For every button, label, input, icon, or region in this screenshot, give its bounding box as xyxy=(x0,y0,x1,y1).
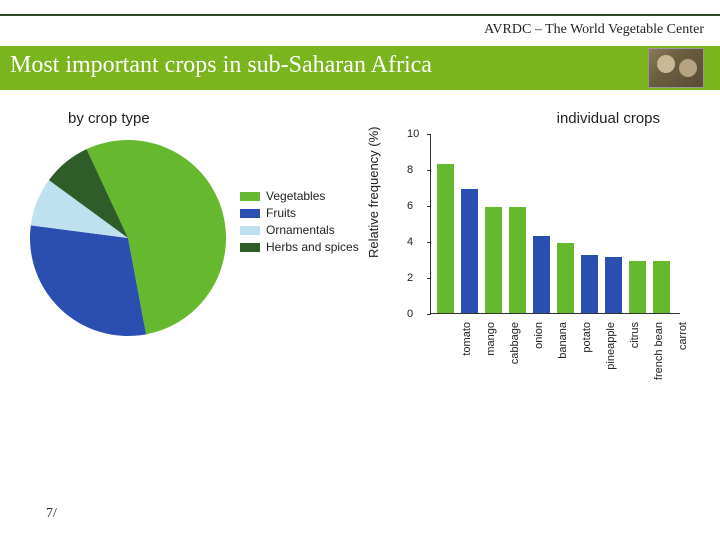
legend-row: Fruits xyxy=(240,205,359,222)
bar xyxy=(509,207,526,313)
bar-xlabel: cabbage xyxy=(509,322,521,382)
bar-xlabel: french bean xyxy=(653,322,665,382)
bar xyxy=(461,189,478,313)
legend-label: Herbs and spices xyxy=(266,239,359,256)
bar-ytick-label: 2 xyxy=(407,272,413,284)
header-org: AVRDC – The World Vegetable Center xyxy=(484,22,704,38)
bar-xlabel: banana xyxy=(557,322,569,382)
legend-swatch xyxy=(240,243,260,252)
bar-ytick-label: 6 xyxy=(407,200,413,212)
legend-row: Ornamentals xyxy=(240,222,359,239)
bar xyxy=(605,257,622,313)
slide-title: Most important crops in sub-Saharan Afri… xyxy=(10,52,432,79)
title-photo xyxy=(648,48,704,88)
bar-xlabel: tomato xyxy=(461,322,473,382)
bar-ytick-mark xyxy=(427,314,431,315)
bar-ytick-label: 0 xyxy=(407,308,413,320)
bar xyxy=(557,243,574,313)
bar-ytick-mark xyxy=(427,134,431,135)
bar-chart: Relative frequency (%) 0246810tomatomang… xyxy=(400,128,690,388)
bar-xlabel: carrot xyxy=(677,322,689,382)
bar-xlabel: mango xyxy=(485,322,497,382)
legend-swatch xyxy=(240,192,260,201)
bar-ytick-label: 8 xyxy=(407,164,413,176)
bar-title: individual crops xyxy=(557,110,660,127)
bar-plot: 0246810tomatomangocabbageonionbananapota… xyxy=(430,134,680,314)
legend-label: Vegetables xyxy=(266,188,325,205)
chart-area: by crop type individual crops Vegetables… xyxy=(30,110,690,420)
bar-ytick-mark xyxy=(427,242,431,243)
page-number: 7/ xyxy=(46,506,57,522)
pie-chart xyxy=(30,140,226,336)
legend-label: Fruits xyxy=(266,205,296,222)
bar xyxy=(629,261,646,313)
bar-xlabel: potato xyxy=(581,322,593,382)
bar xyxy=(485,207,502,313)
bar-ytick-mark xyxy=(427,206,431,207)
pie-legend: VegetablesFruitsOrnamentalsHerbs and spi… xyxy=(240,188,359,256)
bar xyxy=(653,261,670,313)
bar-ylabel: Relative frequency (%) xyxy=(366,127,381,259)
legend-swatch xyxy=(240,209,260,218)
bar-xlabel: citrus xyxy=(629,322,641,382)
pie-slice xyxy=(30,225,146,336)
legend-label: Ornamentals xyxy=(266,222,335,239)
bar-ytick-label: 10 xyxy=(407,128,419,140)
legend-swatch xyxy=(240,226,260,235)
legend-row: Vegetables xyxy=(240,188,359,205)
legend-row: Herbs and spices xyxy=(240,239,359,256)
pie-title: by crop type xyxy=(68,110,150,127)
bar-ytick-label: 4 xyxy=(407,236,413,248)
bar-xlabel: onion xyxy=(533,322,545,382)
bar xyxy=(533,236,550,313)
bar-ytick-mark xyxy=(427,278,431,279)
bar xyxy=(581,255,598,313)
bar-ytick-mark xyxy=(427,170,431,171)
header-rule xyxy=(0,14,720,16)
bar-xlabel: pineapple xyxy=(605,322,617,382)
bar xyxy=(437,164,454,313)
